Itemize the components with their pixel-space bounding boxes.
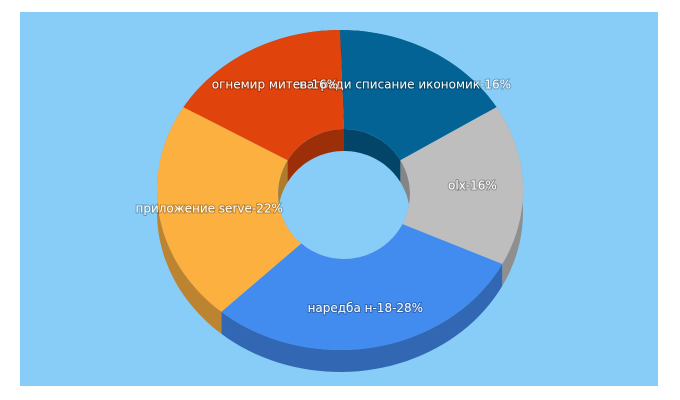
data-label: огнемир митев-16% xyxy=(212,78,338,92)
slice xyxy=(157,107,302,312)
data-label: наредба н-18-28% xyxy=(308,301,424,315)
slice-side xyxy=(157,107,222,334)
slice xyxy=(340,30,497,161)
slice-inner-wall xyxy=(344,129,401,183)
data-label: приложение serve-22% xyxy=(136,202,283,216)
slice xyxy=(221,224,503,350)
slice-side xyxy=(221,264,503,372)
data-label: olx-16% xyxy=(448,179,497,193)
data-label: награди списание икономик-16% xyxy=(299,78,511,92)
slice xyxy=(400,107,523,264)
slice-inner-wall xyxy=(287,129,344,183)
slice xyxy=(183,30,344,161)
